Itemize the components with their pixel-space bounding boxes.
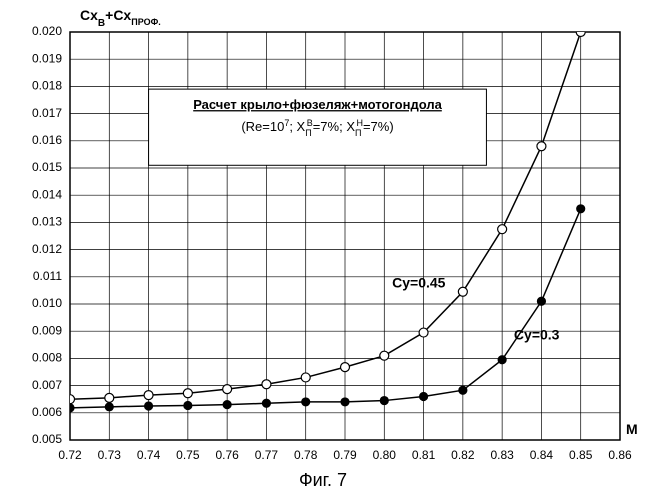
x-tick-label: 0.78 xyxy=(294,448,318,462)
series-marker-1 xyxy=(459,386,467,394)
series-marker-1 xyxy=(184,401,192,409)
x-tick-label: 0.75 xyxy=(176,448,200,462)
x-tick-label: 0.86 xyxy=(608,448,632,462)
series-marker-0 xyxy=(341,363,350,372)
y-tick-label: 0.007 xyxy=(32,378,62,392)
series-marker-0 xyxy=(537,142,546,151)
x-tick-label: 0.76 xyxy=(215,448,239,462)
series-marker-1 xyxy=(145,402,153,410)
series-marker-0 xyxy=(419,328,428,337)
x-axis-title: M xyxy=(626,421,638,437)
y-tick-label: 0.005 xyxy=(32,432,62,446)
series-marker-0 xyxy=(183,389,192,398)
y-tick-label: 0.011 xyxy=(33,269,62,283)
y-tick-label: 0.006 xyxy=(32,405,62,419)
series-marker-0 xyxy=(380,351,389,360)
series-marker-1 xyxy=(223,401,231,409)
y-tick-label: 0.020 xyxy=(32,24,62,38)
y-tick-label: 0.014 xyxy=(32,187,62,201)
annotation-line1: Расчет крыло+фюзеляж+мотогондола xyxy=(193,97,442,112)
y-tick-label: 0.010 xyxy=(32,296,62,310)
x-tick-label: 0.72 xyxy=(58,448,82,462)
x-tick-label: 0.85 xyxy=(569,448,593,462)
chart-svg: 0.72 0.73 0.74 0.75 0.76 0.77 0.78 0.79 0.80 0.81… xyxy=(0,0,646,500)
x-tick-label: 0.77 xyxy=(255,448,279,462)
y-tick-label: 0.017 xyxy=(32,106,62,120)
series-marker-0 xyxy=(301,373,310,382)
x-tick-label: 0.74 xyxy=(137,448,161,462)
series-marker-0 xyxy=(458,287,467,296)
series-marker-0 xyxy=(262,380,271,389)
chart-figure: 0.72 0.73 0.74 0.75 0.76 0.77 0.78 0.79 0.80 0.81… xyxy=(0,0,646,500)
series-label-1: Cy=0.3 xyxy=(514,326,560,342)
x-tick-label: 0.80 xyxy=(373,448,397,462)
series-marker-1 xyxy=(498,356,506,364)
series-marker-1 xyxy=(302,398,310,406)
series-marker-1 xyxy=(577,205,585,213)
series-marker-1 xyxy=(341,398,349,406)
y-tick-label: 0.013 xyxy=(32,215,62,229)
x-tick-label: 0.79 xyxy=(333,448,357,462)
x-tick-label: 0.83 xyxy=(490,448,514,462)
y-tick-label: 0.008 xyxy=(32,351,62,365)
series-marker-1 xyxy=(420,392,428,400)
x-tick-label: 0.84 xyxy=(530,448,554,462)
chart-background xyxy=(0,0,646,500)
series-marker-0 xyxy=(223,385,232,394)
x-tick-label: 0.73 xyxy=(98,448,122,462)
y-tick-label: 0.009 xyxy=(32,323,62,337)
series-marker-1 xyxy=(105,403,113,411)
y-tick-label: 0.018 xyxy=(32,79,62,93)
figure-caption: Фиг. 7 xyxy=(299,470,347,490)
series-marker-1 xyxy=(262,399,270,407)
y-tick-label: 0.016 xyxy=(32,133,62,147)
series-label-0: Cy=0.45 xyxy=(392,275,446,291)
series-marker-0 xyxy=(105,393,114,402)
y-tick-label: 0.019 xyxy=(32,51,62,65)
series-marker-0 xyxy=(498,225,507,234)
series-marker-1 xyxy=(537,297,545,305)
series-marker-0 xyxy=(144,391,153,400)
y-tick-label: 0.015 xyxy=(32,160,62,174)
series-marker-1 xyxy=(380,397,388,405)
x-tick-label: 0.82 xyxy=(451,448,475,462)
x-tick-label: 0.81 xyxy=(412,448,436,462)
y-tick-label: 0.012 xyxy=(32,242,62,256)
